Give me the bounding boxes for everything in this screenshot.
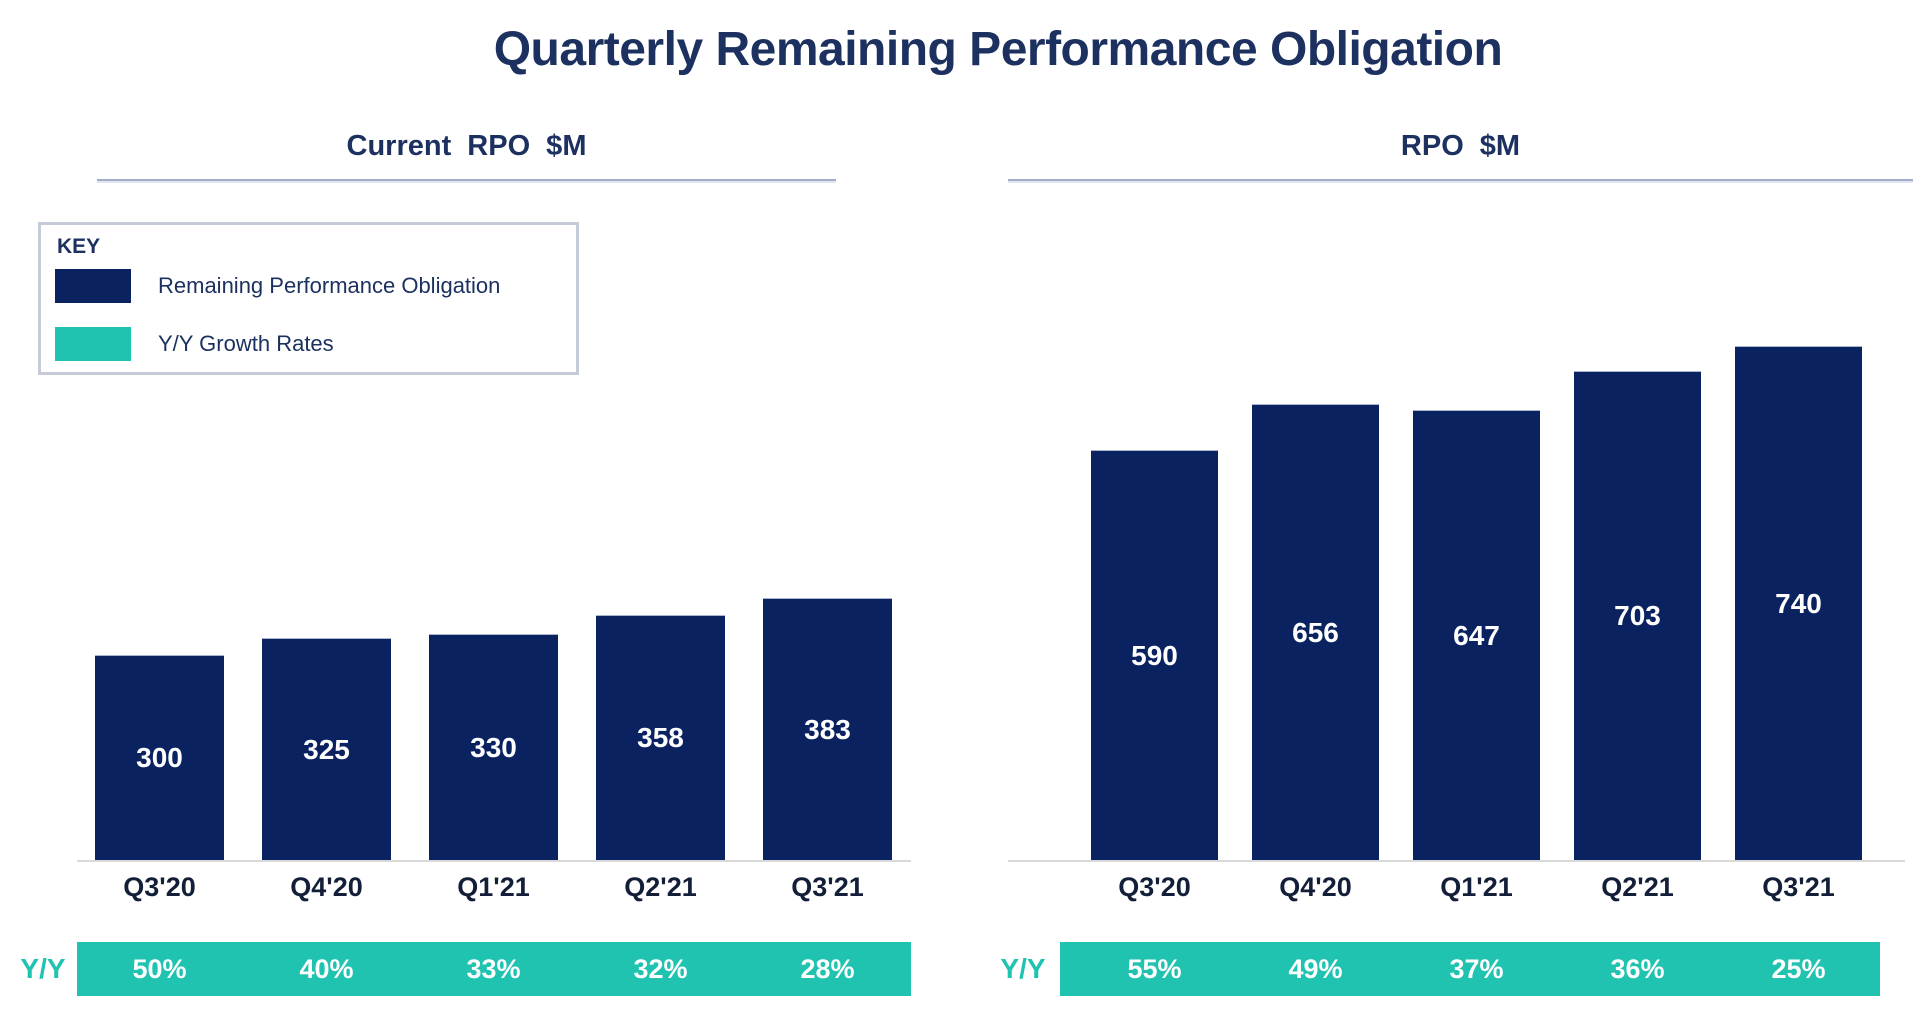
bar-Q4'20: 325 — [262, 638, 391, 860]
legend-label-rpo: Remaining Performance Obligation — [158, 273, 501, 298]
bar-Q3'21: 740 — [1735, 346, 1862, 860]
x-axis-label: Q3'20 — [1118, 872, 1191, 902]
chart-title-current-rpo: Current RPO $M — [346, 130, 587, 162]
growth-rate-value: 28% — [800, 953, 855, 984]
x-axis-line — [1008, 860, 1905, 862]
legend-item-growth: Y/Y Growth Rates — [55, 327, 562, 361]
plot-area-total-rpo: 590 656 647 703 740 — [1060, 330, 1880, 860]
bar-Q3'20: 300 — [95, 655, 224, 860]
growth-rate-value: 50% — [132, 953, 187, 984]
x-axis-label: Q4'20 — [290, 872, 363, 902]
bar-Q1'21: 647 — [1413, 410, 1540, 860]
growth-band-total-rpo: 55% 49% 37% 36% 25% — [1060, 942, 1880, 996]
chart-title-total-rpo: RPO $M — [1400, 130, 1521, 162]
bar-value-label: 647 — [1453, 619, 1500, 651]
growth-rate-value: 36% — [1610, 953, 1665, 984]
bar-value-label: 300 — [136, 742, 183, 773]
growth-rate-value: 40% — [299, 953, 354, 984]
x-axis-labels: Q3'20 Q4'20 Q1'21 Q2'21 Q3'21 — [77, 872, 911, 903]
x-axis-label: Q2'21 — [1601, 872, 1674, 902]
legend-swatch-rpo — [55, 269, 131, 303]
x-axis-label: Q3'21 — [791, 872, 864, 902]
plot-area-current-rpo: 300 325 330 358 383 — [77, 560, 911, 860]
bar-value-label: 383 — [804, 713, 851, 745]
growth-band-current-rpo: 50% 40% 33% 32% 28% — [77, 942, 911, 996]
x-axis-label: Q3'21 — [1762, 872, 1835, 902]
bar-value-label: 656 — [1292, 616, 1339, 648]
x-axis-label: Q3'20 — [123, 872, 196, 902]
growth-row-label: Y/Y — [20, 953, 66, 984]
x-axis-label: Q4'20 — [1279, 872, 1352, 902]
bar-Q3'20: 590 — [1091, 450, 1218, 860]
bar-Q3'21: 383 — [763, 598, 892, 860]
bar-Q1'21: 330 — [429, 634, 558, 860]
legend-item-rpo: Remaining Performance Obligation — [55, 269, 562, 303]
bar-Q2'21: 358 — [596, 615, 725, 860]
growth-rate-value: 37% — [1449, 953, 1504, 984]
bar-value-label: 358 — [637, 722, 684, 753]
bar-value-label: 330 — [470, 731, 517, 763]
growth-rate-value: 32% — [633, 953, 688, 984]
legend: KEY Remaining Performance Obligation Y/Y… — [38, 222, 579, 375]
chart-title-underline — [1008, 179, 1913, 181]
x-axis-label: Q1'21 — [1440, 872, 1513, 902]
growth-rate-value: 33% — [466, 953, 521, 984]
growth-rate-value: 49% — [1288, 953, 1343, 984]
growth-rate-value: 25% — [1771, 953, 1826, 984]
bar-value-label: 590 — [1131, 639, 1178, 671]
x-axis-label: Q2'21 — [624, 872, 697, 902]
bar-value-label: 703 — [1614, 600, 1661, 631]
legend-label-growth: Y/Y Growth Rates — [158, 331, 334, 356]
x-axis-line — [77, 860, 911, 862]
x-axis-labels: Q3'20 Q4'20 Q1'21 Q2'21 Q3'21 — [1060, 872, 1880, 903]
bar-value-label: 740 — [1775, 587, 1822, 619]
growth-row-label: Y/Y — [1000, 953, 1046, 984]
bar-Q4'20: 656 — [1252, 404, 1379, 860]
bar-value-label: 325 — [303, 733, 350, 765]
legend-swatch-growth — [55, 327, 131, 361]
x-axis-label: Q1'21 — [457, 872, 530, 902]
page-title: Quarterly Remaining Performance Obligati… — [493, 23, 1503, 76]
bar-Q2'21: 703 — [1574, 371, 1701, 860]
chart-title-underline — [97, 179, 836, 181]
growth-rate-value: 55% — [1127, 953, 1182, 984]
legend-heading: KEY — [57, 235, 101, 258]
